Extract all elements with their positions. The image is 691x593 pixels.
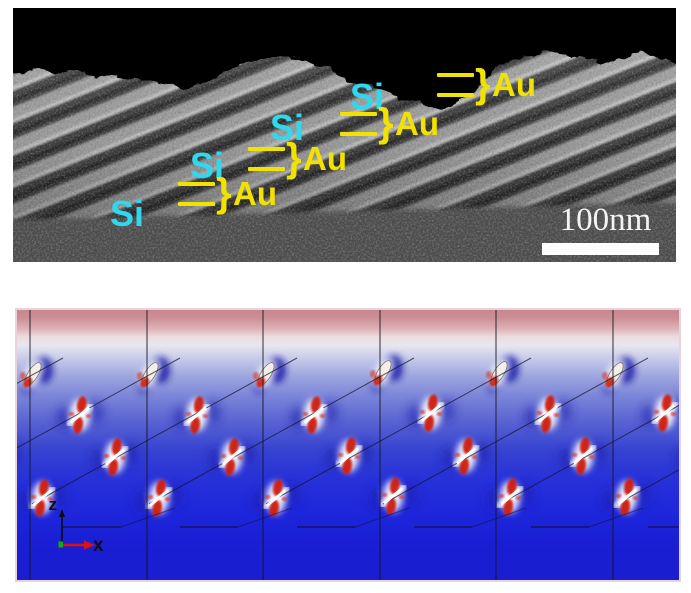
au-annotation-group: } Au xyxy=(248,138,378,193)
au-brace: } xyxy=(286,136,302,180)
au-layer-dash xyxy=(340,112,377,116)
axis-x-arrowhead xyxy=(84,540,95,550)
au-layer-dash xyxy=(437,93,474,97)
simulation-field-map: z x xyxy=(17,310,679,580)
au-layer-dash xyxy=(248,167,285,171)
au-annotation-group: } Au xyxy=(340,103,470,158)
au-layer-dash xyxy=(178,182,215,186)
au-brace: } xyxy=(216,171,232,215)
scale-bar-label: 100nm xyxy=(559,202,652,238)
au-layer-dash xyxy=(248,147,285,151)
si-label: Si xyxy=(350,76,385,117)
au-label: Au xyxy=(395,105,439,142)
au-label: Au xyxy=(303,140,347,177)
au-label: Au xyxy=(492,66,536,103)
si-label: Si xyxy=(270,107,305,148)
au-annotation-group: } Au xyxy=(178,173,308,228)
au-brace: } xyxy=(378,101,394,145)
au-layer-dash xyxy=(437,73,474,77)
sem-annotations: 100nm Si Si Si Si} Au} Au} Au} Au xyxy=(13,8,676,262)
axis-x-label: x xyxy=(93,535,104,556)
axis-z-arrowhead xyxy=(59,509,65,517)
si-label: Si xyxy=(190,145,225,186)
scale-bar-line xyxy=(542,243,659,255)
sem-micrograph-panel: 100nm Si Si Si Si} Au} Au} Au} Au xyxy=(13,8,676,262)
au-layer-dash xyxy=(340,132,377,136)
scale-bar: 100nm xyxy=(538,204,673,255)
nanorod-gaps xyxy=(32,404,675,507)
field-simulation-panel: z x xyxy=(15,308,681,582)
au-brace: } xyxy=(475,62,491,106)
au-layer-dash xyxy=(178,202,215,206)
axis-indicator: z x xyxy=(49,495,105,556)
si-label: Si xyxy=(110,193,145,234)
au-annotation-group: } Au xyxy=(437,64,567,119)
unit-cell-wireframe xyxy=(17,310,679,580)
axis-y-origin-marker xyxy=(58,541,63,548)
axis-z-label: z xyxy=(49,495,58,514)
au-label: Au xyxy=(233,175,277,212)
sem-image xyxy=(13,8,676,262)
